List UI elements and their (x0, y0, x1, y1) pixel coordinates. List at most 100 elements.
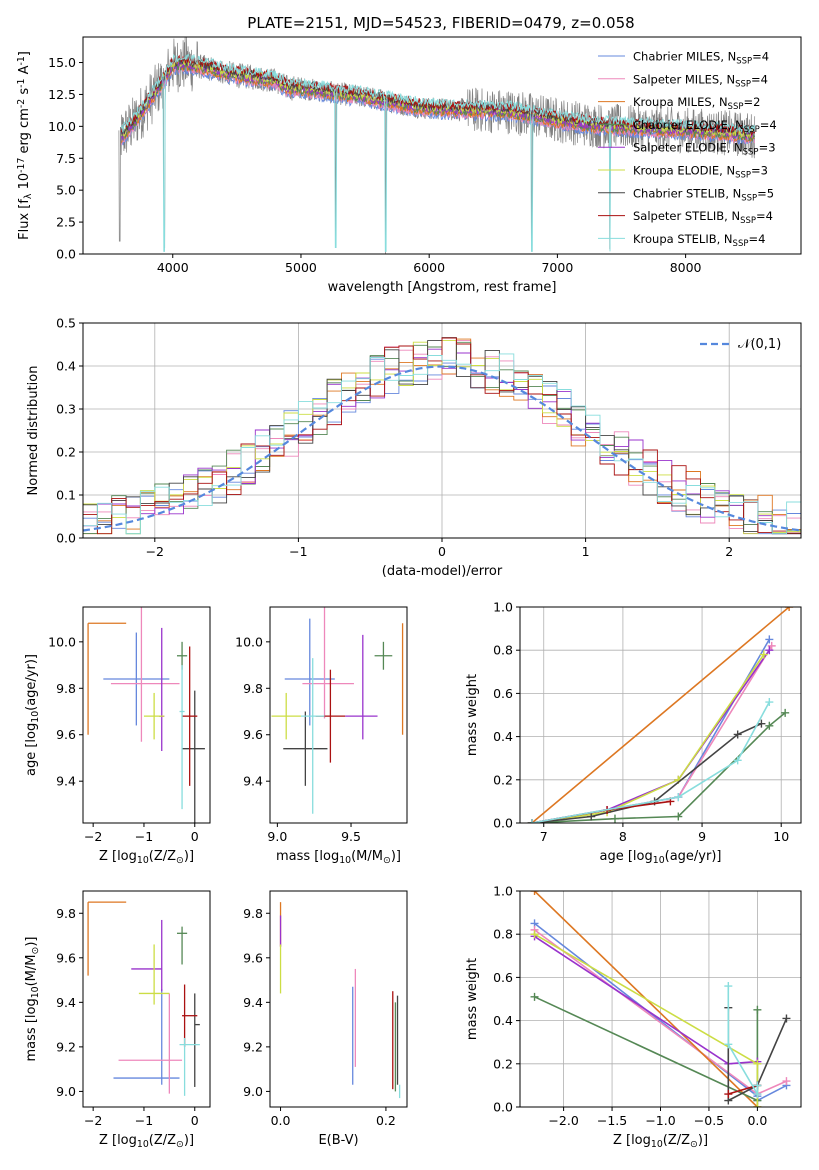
label-part: mass weight (465, 674, 480, 756)
mass-weight-marker (587, 812, 596, 821)
y-tick-label: 5.0 (56, 183, 76, 198)
label-part: mass [log (24, 998, 39, 1061)
errorbar-point-4 (159, 627, 165, 751)
errorbar-point-6 (182, 690, 205, 823)
mass-weight-marker (530, 930, 539, 939)
x-tick-label: −1 (135, 1113, 153, 1128)
histogram-1 (83, 339, 801, 538)
mass-weight-marker (733, 756, 742, 765)
errorbar-point-8 (179, 665, 185, 810)
y-axis-label: Flux [fλ 10-17 erg cm-2 s-1 A-1] (16, 51, 34, 240)
errorbar-point-4 (345, 634, 378, 740)
mass-weight-marker (733, 730, 742, 739)
mass-weight-marker (765, 721, 774, 730)
legend-label: Kroupa ELODIE, NSSP=3 (633, 164, 768, 181)
x-tick-label: 9 (698, 829, 706, 844)
mass-weight-marker (753, 1081, 762, 1090)
legend-tail: =4 (748, 232, 765, 246)
x-tick-label: 0.2 (376, 1113, 396, 1128)
errorbar-point-7 (182, 646, 198, 786)
y-tick-label: 15.0 (48, 55, 76, 70)
errorbar-point-1 (110, 607, 180, 742)
errorbar-point-6 (283, 711, 328, 786)
mass-weight-marker (759, 650, 768, 659)
errorbar-point-0 (284, 618, 335, 726)
label-part: mass weight (465, 958, 480, 1040)
panel-age_vs_mass: 9.0 9.5 9.4 9.6 9.8 10.0 mass [log10(M/M⊙)] (235, 606, 408, 866)
y-tick-label: 1.0 (493, 884, 513, 899)
axes-frame (269, 606, 408, 824)
legend-label: Salpeter ELODIE, NSSP=3 (633, 141, 776, 158)
x-axis-label: Z [log10(Z/Z⊙)] (99, 849, 194, 866)
errorbar-point-1 (302, 607, 354, 719)
x-tick-label: 0 (438, 544, 446, 559)
legend-sub: SSP (740, 216, 756, 226)
legend-text: Salpeter MILES, N (633, 72, 735, 86)
y-tick-label: 9.6 (243, 950, 263, 965)
errorbar-point-8 (179, 1037, 200, 1096)
legend-label: Salpeter MILES, NSSP=4 (633, 72, 768, 89)
label-part: ⊙ (690, 1139, 698, 1150)
plot-area (530, 891, 791, 1107)
label-part: 10 (653, 855, 665, 866)
y-tick-label: 0.2 (56, 445, 76, 460)
errorbar-point-1 (118, 993, 183, 1094)
panel-spectrum: 4000 5000 6000 7000 8000 0.0 2.5 5.0 7.5 10.0 12.5… (16, 36, 802, 295)
mass-weight-marker (724, 1090, 733, 1099)
label-part: 10 (339, 855, 351, 866)
legend-label: Salpeter STELIB, NSSP=4 (633, 209, 773, 226)
y-tick-label: 10.0 (48, 634, 76, 649)
y-tick-label: 1.0 (493, 600, 513, 615)
label-part: -1 (16, 56, 27, 65)
label-part: mass [log (276, 849, 339, 864)
legend-text: Salpeter STELIB, N (633, 209, 740, 223)
legend-sub: SSP (728, 102, 744, 112)
legend-text: Chabrier ELODIE, N (633, 118, 744, 132)
label-part: Flux [f (17, 199, 32, 240)
y-tick-label: 7.5 (56, 151, 76, 166)
y-tick-label: 9.6 (56, 950, 76, 965)
x-tick-label: 8 (619, 829, 627, 844)
x-tick-label: 1 (582, 544, 590, 559)
mass-weight-marker (782, 1014, 791, 1023)
grid-lines (520, 890, 801, 1108)
y-axis-label: mass [log10(M/M⊙)] (24, 937, 41, 1062)
panel-mass_vs_EBV: 0.0 0.2 9.0 9.2 9.4 9.6 9.8 E(B-V) (243, 890, 408, 1148)
label-part: Z [log (99, 849, 137, 864)
mass-weight-marker (753, 1005, 762, 1014)
mass-weight-marker (753, 1090, 762, 1099)
y-tick-label: 0.6 (493, 686, 513, 701)
legend-text: Kroupa ELODIE, N (633, 164, 735, 178)
y-tick-label: 9.8 (243, 906, 263, 921)
y-tick-label: 9.4 (243, 774, 263, 789)
label-part: s (17, 88, 32, 99)
y-tick-label: 9.8 (56, 681, 76, 696)
y-axis-label: mass weight (465, 674, 480, 756)
label-part: -17 (16, 158, 27, 173)
legend-sub: SSP (736, 57, 752, 67)
y-tick-label: 0.1 (56, 488, 76, 503)
mass-weight-marker (757, 719, 766, 728)
y-tick-label: 0.2 (493, 1056, 513, 1071)
x-tick-label: −2.0 (548, 1113, 578, 1128)
mass-weight-marker (781, 708, 790, 717)
y-tick-label: 0.0 (493, 1100, 513, 1115)
mass-weight-marker (782, 1077, 791, 1086)
label-part: )] (184, 1133, 194, 1148)
errorbar-point-5 (271, 692, 301, 740)
x-axis-label: mass [log10(M/M⊙)] (276, 849, 401, 866)
x-tick-label: 6000 (413, 260, 445, 275)
legend-tail: =3 (751, 164, 768, 178)
y-tick-label: 0.4 (493, 1013, 513, 1028)
normal-reference-curve (83, 365, 801, 532)
x-tick-label: −1 (135, 829, 153, 844)
legend-sub: SSP (733, 239, 749, 249)
label-part: Z [log (613, 1133, 651, 1148)
label-part: (data-model)/error (382, 564, 503, 579)
plot-area (83, 337, 801, 538)
axes-frame (82, 36, 802, 255)
errorbar-point-8 (300, 658, 325, 814)
label-part: ⊙ (176, 1139, 184, 1150)
y-tick-label: 9.2 (56, 1039, 76, 1054)
